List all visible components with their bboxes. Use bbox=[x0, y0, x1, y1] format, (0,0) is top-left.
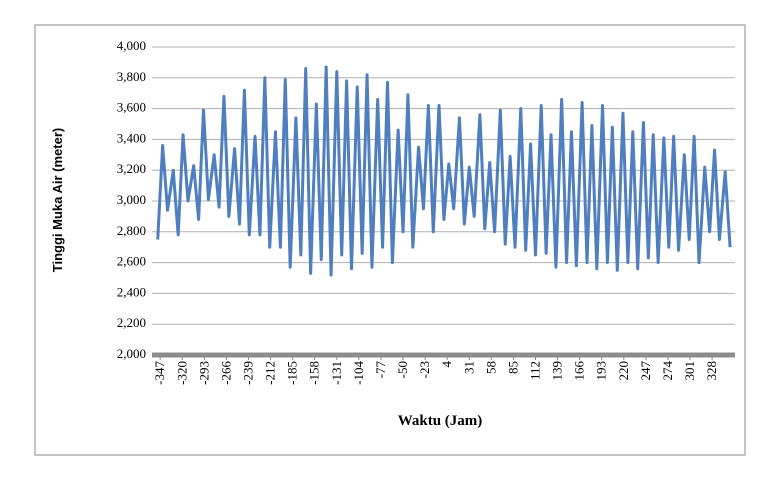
x-tick-label: 274 bbox=[660, 361, 675, 381]
x-tick-label: 328 bbox=[704, 361, 719, 381]
y-tick-label: 4,000 bbox=[117, 38, 146, 53]
y-tick-label: 3,800 bbox=[117, 69, 146, 84]
x-tick-label: 220 bbox=[616, 361, 631, 381]
x-tick-label: -50 bbox=[395, 361, 410, 378]
x-tick-label: -77 bbox=[373, 361, 388, 379]
x-tick-label: 85 bbox=[505, 361, 520, 374]
x-tick-label: -239 bbox=[240, 361, 255, 385]
x-tick-label: -104 bbox=[351, 361, 366, 385]
x-tick-label: 193 bbox=[594, 361, 609, 381]
x-tick-label: 58 bbox=[483, 361, 498, 374]
y-tick-label: 2,600 bbox=[117, 254, 146, 269]
x-tick-label: -23 bbox=[417, 361, 432, 378]
data-line bbox=[156, 65, 732, 277]
x-tick-label: -320 bbox=[174, 361, 189, 385]
y-axis-title: Tinggi Muka Air (meter) bbox=[50, 128, 65, 272]
x-tick-label: 166 bbox=[572, 361, 587, 381]
y-tick-label: 3,200 bbox=[117, 161, 146, 176]
x-tick-label: 139 bbox=[550, 361, 565, 381]
x-tick-label: -293 bbox=[196, 361, 211, 385]
x-tick-label: 112 bbox=[527, 361, 542, 380]
x-tick-label: -212 bbox=[263, 361, 278, 385]
x-tick-label: -266 bbox=[218, 361, 233, 385]
x-tick-label: -185 bbox=[285, 361, 300, 385]
x-tick-label: 247 bbox=[638, 361, 653, 381]
x-axis-title: Waktu (Jam) bbox=[398, 413, 483, 429]
x-tick-label: -347 bbox=[152, 361, 167, 385]
x-tick-label: -158 bbox=[307, 361, 322, 385]
y-tick-label: 2,800 bbox=[117, 223, 146, 238]
y-tick-label: 2,200 bbox=[117, 315, 146, 330]
y-tick-label: 2,400 bbox=[117, 284, 146, 299]
x-tick-label: -131 bbox=[329, 361, 344, 385]
y-tick-label: 3,600 bbox=[117, 100, 146, 115]
x-tick-label: 31 bbox=[461, 361, 476, 374]
y-tick-label: 3,000 bbox=[117, 192, 146, 207]
y-tick-label: 2,000 bbox=[117, 346, 146, 361]
y-tick-label: 3,400 bbox=[117, 130, 146, 145]
x-tick-label: 301 bbox=[682, 361, 697, 381]
x-tick-label: 4 bbox=[439, 361, 454, 368]
